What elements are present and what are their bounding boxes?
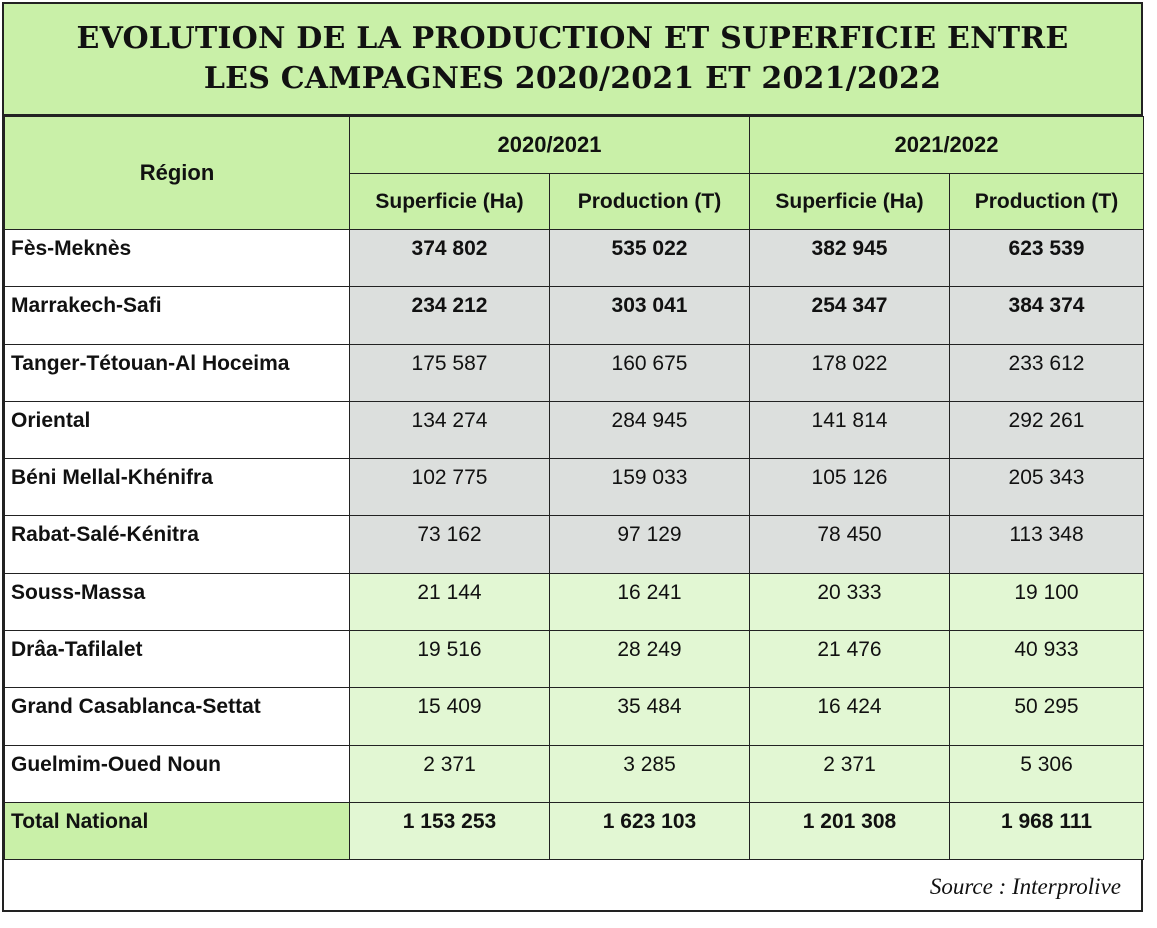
region-cell: Fès-Meknès xyxy=(4,228,350,288)
region-cell: Tanger-Tétouan-Al Hoceima xyxy=(4,343,350,402)
value-cell: 384 374 xyxy=(949,286,1144,345)
year-header-2020-2021: 2020/2021 xyxy=(349,116,750,174)
value-cell: 141 814 xyxy=(749,400,950,460)
table-row: Fès-Meknès 374 802 535 022 382 945 623 5… xyxy=(4,228,1144,288)
value-cell: 35 484 xyxy=(549,687,750,746)
table-row: Tanger-Tétouan-Al Hoceima 175 587 160 67… xyxy=(4,343,1144,402)
region-cell: Rabat-Salé-Kénitra xyxy=(4,515,350,574)
production-table: Région 2020/2021 2021/2022 Superficie (H… xyxy=(4,116,1144,860)
production-header-1: Production (T) xyxy=(549,173,750,230)
value-cell: 303 041 xyxy=(549,286,750,345)
value-cell: 160 675 xyxy=(549,343,750,402)
document-title: EVOLUTION DE LA PRODUCTION ET SUPERFICIE… xyxy=(4,4,1141,116)
region-cell: Béni Mellal-Khénifra xyxy=(4,458,350,517)
production-header-2: Production (T) xyxy=(949,173,1144,230)
total-row: Total National 1 153 253 1 623 103 1 201… xyxy=(4,801,1144,860)
value-cell: 21 144 xyxy=(349,572,550,632)
title-line-1: EVOLUTION DE LA PRODUCTION ET SUPERFICIE… xyxy=(76,21,1069,56)
superficie-header-2: Superficie (Ha) xyxy=(749,173,950,230)
value-cell: 382 945 xyxy=(749,228,950,288)
source-note: Source : Interprolive xyxy=(929,874,1121,899)
table-row: Rabat-Salé-Kénitra 73 162 97 129 78 450 … xyxy=(4,515,1144,574)
value-cell: 178 022 xyxy=(749,343,950,402)
value-cell: 134 274 xyxy=(349,400,550,460)
table-row: Souss-Massa 21 144 16 241 20 333 19 100 xyxy=(4,572,1144,632)
value-cell: 3 285 xyxy=(549,744,750,803)
value-cell: 102 775 xyxy=(349,458,550,517)
value-cell: 205 343 xyxy=(949,458,1144,517)
total-value: 1 153 253 xyxy=(349,801,550,860)
value-cell: 19 516 xyxy=(349,630,550,689)
value-cell: 234 212 xyxy=(349,286,550,345)
value-cell: 113 348 xyxy=(949,515,1144,574)
table-row: Drâa-Tafilalet 19 516 28 249 21 476 40 9… xyxy=(4,630,1144,689)
total-value: 1 968 111 xyxy=(949,801,1144,860)
value-cell: 28 249 xyxy=(549,630,750,689)
value-cell: 535 022 xyxy=(549,228,750,288)
region-cell: Souss-Massa xyxy=(4,572,350,632)
value-cell: 78 450 xyxy=(749,515,950,574)
title-line-2: LES CAMPAGNES 2020/2021 ET 2021/2022 xyxy=(203,61,942,96)
value-cell: 19 100 xyxy=(949,572,1144,632)
value-cell: 2 371 xyxy=(749,744,950,803)
table-row: Marrakech-Safi 234 212 303 041 254 347 3… xyxy=(4,286,1144,345)
total-value: 1 623 103 xyxy=(549,801,750,860)
table-row: Grand Casablanca-Settat 15 409 35 484 16… xyxy=(4,687,1144,746)
value-cell: 20 333 xyxy=(749,572,950,632)
region-cell: Marrakech-Safi xyxy=(4,286,350,345)
value-cell: 105 126 xyxy=(749,458,950,517)
value-cell: 284 945 xyxy=(549,400,750,460)
superficie-header-1: Superficie (Ha) xyxy=(349,173,550,230)
value-cell: 292 261 xyxy=(949,400,1144,460)
value-cell: 233 612 xyxy=(949,343,1144,402)
value-cell: 40 933 xyxy=(949,630,1144,689)
value-cell: 73 162 xyxy=(349,515,550,574)
value-cell: 2 371 xyxy=(349,744,550,803)
value-cell: 16 424 xyxy=(749,687,950,746)
value-cell: 21 476 xyxy=(749,630,950,689)
total-value: 1 201 308 xyxy=(749,801,950,860)
region-cell: Grand Casablanca-Settat xyxy=(4,687,350,746)
value-cell: 16 241 xyxy=(549,572,750,632)
value-cell: 374 802 xyxy=(349,228,550,288)
value-cell: 254 347 xyxy=(749,286,950,345)
value-cell: 175 587 xyxy=(349,343,550,402)
value-cell: 159 033 xyxy=(549,458,750,517)
region-cell: Guelmim-Oued Noun xyxy=(4,744,350,803)
year-header-2021-2022: 2021/2022 xyxy=(749,116,1144,174)
table-row: Oriental 134 274 284 945 141 814 292 261 xyxy=(4,400,1144,460)
value-cell: 5 306 xyxy=(949,744,1144,803)
value-cell: 97 129 xyxy=(549,515,750,574)
region-cell: Oriental xyxy=(4,400,350,460)
value-cell: 15 409 xyxy=(349,687,550,746)
document-frame: EVOLUTION DE LA PRODUCTION ET SUPERFICIE… xyxy=(2,2,1144,912)
total-label: Total National xyxy=(4,801,350,860)
table-row: Béni Mellal-Khénifra 102 775 159 033 105… xyxy=(4,458,1144,517)
region-cell: Drâa-Tafilalet xyxy=(4,630,350,689)
table-row: Guelmim-Oued Noun 2 371 3 285 2 371 5 30… xyxy=(4,744,1144,803)
value-cell: 623 539 xyxy=(949,228,1144,288)
region-header: Région xyxy=(4,116,350,230)
value-cell: 50 295 xyxy=(949,687,1144,746)
